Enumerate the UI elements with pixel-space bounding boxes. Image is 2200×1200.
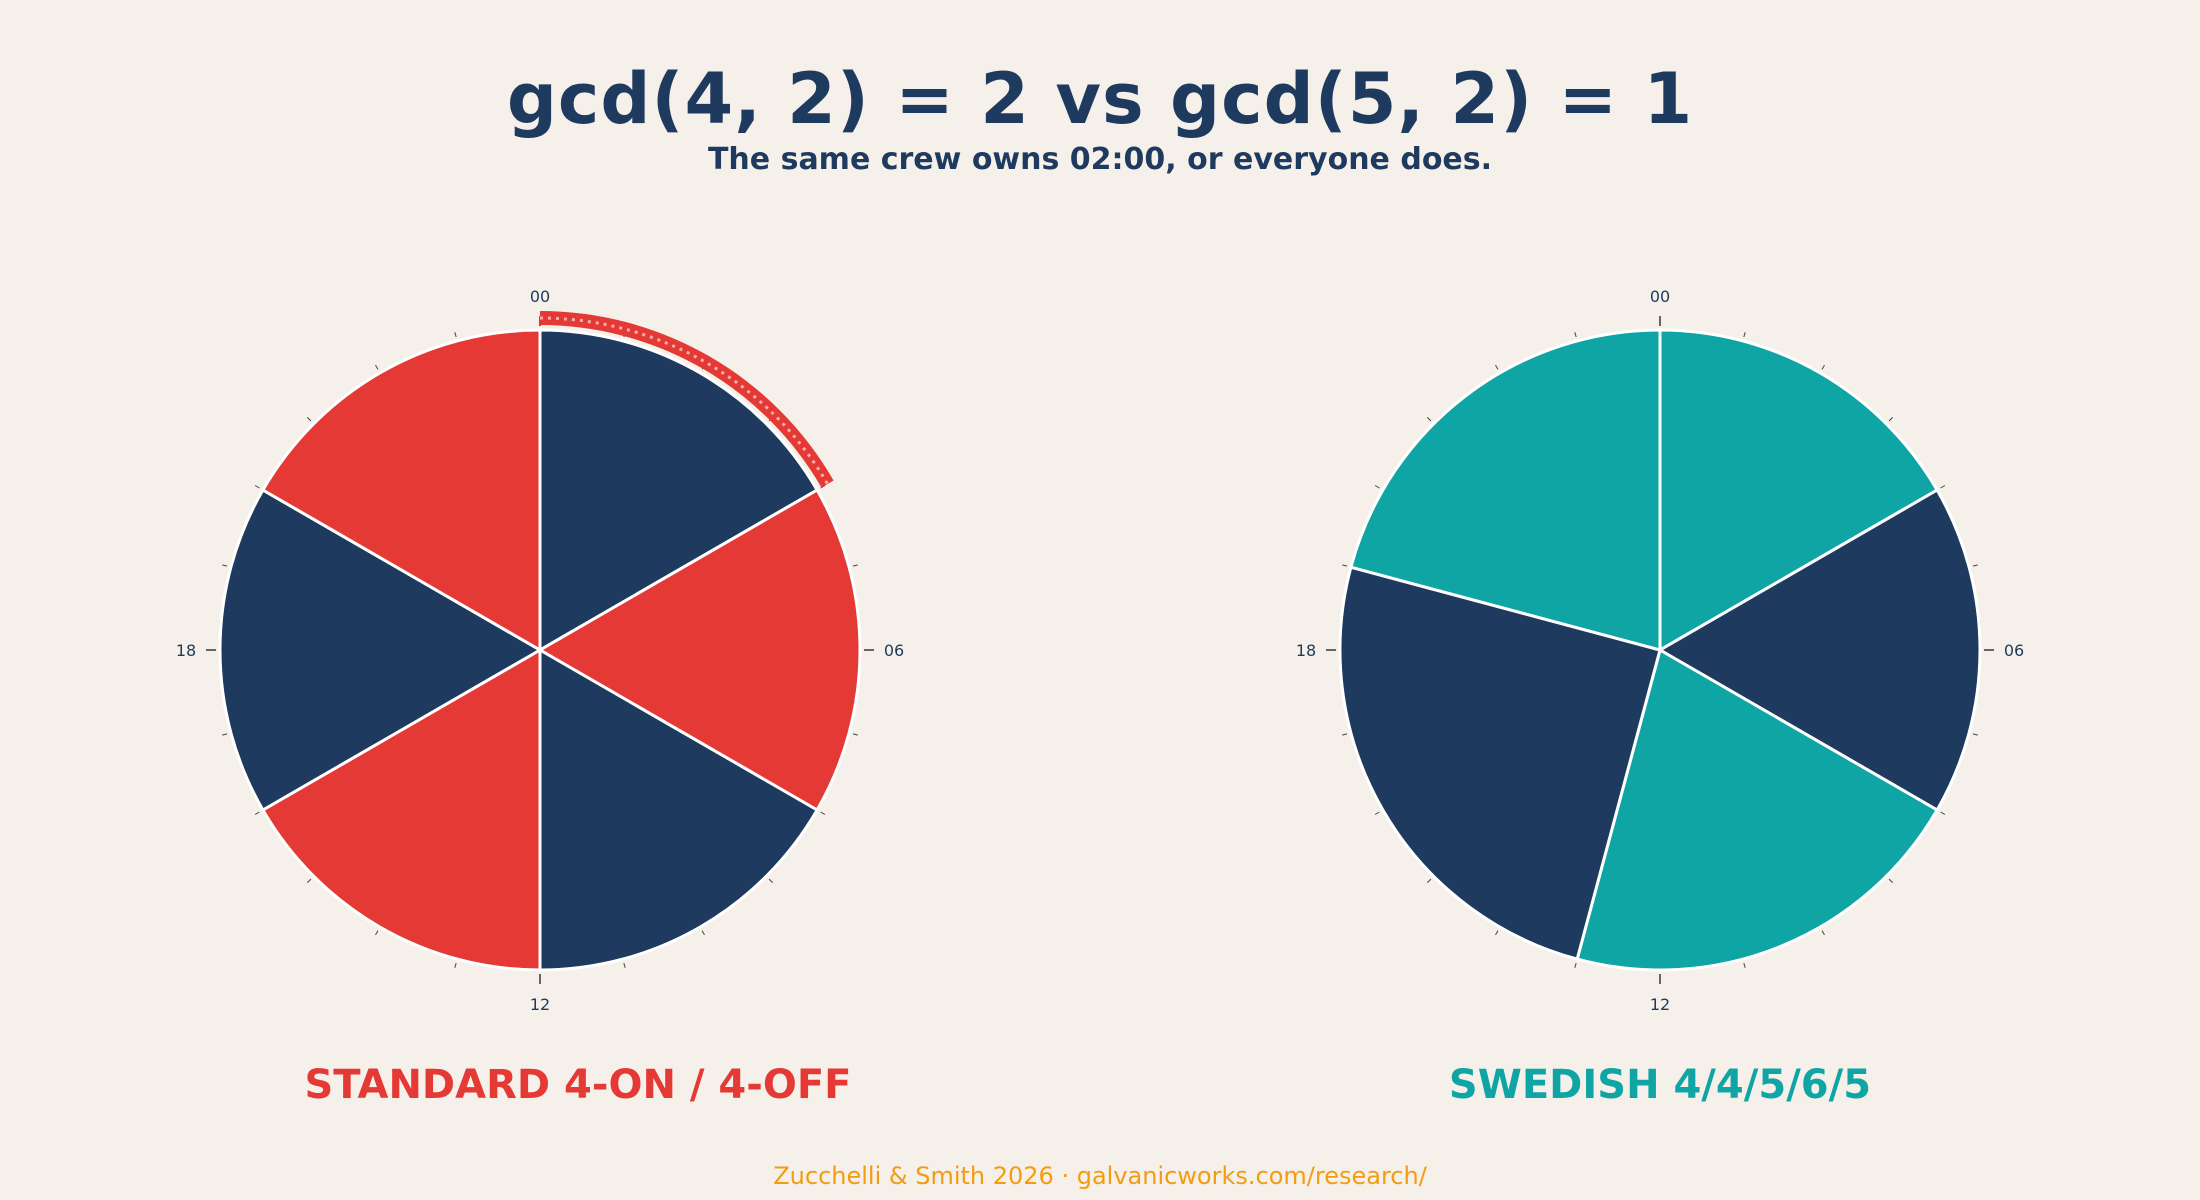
swedish-tick-label-12: 12: [1650, 995, 1670, 1014]
chart-subtitle: The same crew owns 02:00, or everyone do…: [707, 142, 1493, 177]
standard-tick-7: [852, 733, 858, 736]
swedish-pie: 00 06 12 18: [1296, 287, 2024, 1014]
standard-tick-19: [222, 564, 228, 567]
standard-slice-1: [538, 488, 862, 812]
standard-slice-5: [261, 328, 542, 652]
standard-tick-13: [454, 962, 457, 968]
standard-tick-23: [454, 332, 457, 338]
standard-tick-11: [623, 962, 626, 968]
standard-slice-2: [538, 648, 819, 972]
standard-tick-17: [222, 733, 228, 736]
swedish-tick-13: [1574, 962, 1577, 968]
swedish-tick-15: [1427, 878, 1432, 883]
swedish-slice-2: [1575, 648, 1939, 972]
standard-tick-10: [701, 930, 705, 936]
swedish-tick-19: [1342, 564, 1348, 567]
standard-tick-8: [820, 811, 826, 815]
swedish-tick-21: [1427, 417, 1432, 422]
swedish-slice-3: [1338, 565, 1662, 961]
swedish-tick-3: [1888, 417, 1893, 422]
standard-tick-label-06: 06: [884, 641, 904, 660]
swedish-tick-label-06: 06: [2004, 641, 2024, 660]
swedish-slice-4: [1349, 328, 1662, 652]
swedish-tick-7: [1972, 733, 1978, 736]
standard-slice-0: [538, 328, 819, 652]
swedish-tick-5: [1972, 564, 1978, 567]
standard-tick-15: [307, 878, 312, 883]
standard-highlight-arc: [539, 311, 834, 488]
swedish-slice-0: [1658, 328, 1939, 652]
swedish-tick-16: [1374, 811, 1380, 815]
swedish-tick-22: [1495, 364, 1499, 370]
swedish-tick-23: [1574, 332, 1577, 338]
footer-credit: Zucchelli & Smith 2026 · galvanicworks.c…: [773, 1162, 1427, 1190]
standard-tick-9: [768, 878, 773, 883]
standard-tick-label-00: 00: [530, 287, 550, 306]
swedish-tick-2: [1821, 364, 1825, 370]
standard-slice-4: [218, 488, 542, 812]
swedish-tick-1: [1743, 332, 1746, 338]
standard-pie: 00 06 12 18: [176, 287, 904, 1014]
swedish-tick-10: [1821, 930, 1825, 936]
swedish-tick-label-00: 00: [1650, 287, 1670, 306]
standard-tick-label-12: 12: [530, 995, 550, 1014]
standard-tick-16: [254, 811, 260, 815]
standard-tick-14: [375, 930, 379, 936]
standard-tick-20: [254, 485, 260, 489]
standard-tick-5: [852, 564, 858, 567]
swedish-tick-20: [1374, 485, 1380, 489]
swedish-tick-9: [1888, 878, 1893, 883]
swedish-tick-17: [1342, 733, 1348, 736]
standard-tick-4: [820, 485, 826, 489]
standard-tick-22: [375, 364, 379, 370]
swedish-tick-8: [1940, 811, 1946, 815]
standard-slice-3: [261, 648, 542, 972]
standard-rotation-label: STANDARD 4-ON / 4-OFF: [304, 1062, 852, 1108]
chart-title: gcd(4, 2) = 2 vs gcd(5, 2) = 1: [506, 58, 1694, 140]
swedish-rotation-label: SWEDISH 4/4/5/6/5: [1448, 1062, 1872, 1108]
standard-tick-label-18: 18: [176, 641, 196, 660]
swedish-tick-11: [1743, 962, 1746, 968]
swedish-tick-4: [1940, 485, 1946, 489]
swedish-tick-label-18: 18: [1296, 641, 1316, 660]
standard-tick-21: [307, 417, 312, 422]
swedish-tick-14: [1495, 930, 1499, 936]
swedish-slice-1: [1658, 488, 1982, 812]
